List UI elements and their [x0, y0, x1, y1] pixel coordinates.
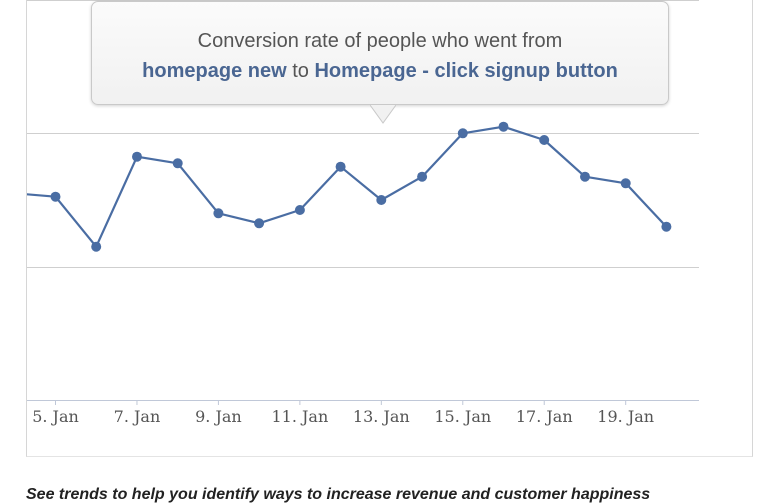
data-point-14 — [580, 171, 590, 182]
data-point-11 — [457, 128, 468, 139]
data-point-4 — [172, 158, 183, 169]
tooltip-pointer-icon — [370, 105, 396, 124]
conversion-line-chart: 5. Jan 7. Jan 9. Jan 11. Jan 13. Jan 15. Jan 1… — [27, 0, 699, 426]
tooltip-line-2: homepage new to Homepage - click signup … — [92, 56, 668, 86]
data-point-3 — [132, 151, 142, 162]
x-tick-label-7: 19. Jan — [597, 407, 654, 426]
data-point-1 — [50, 191, 61, 202]
tooltip-connector: to — [292, 60, 309, 82]
x-tick-label-0: 5. Jan — [32, 407, 79, 426]
tooltip-to-step[interactable]: Homepage - click signup button — [314, 60, 618, 82]
x-tick-label-4: 13. Jan — [353, 407, 410, 426]
data-point-15 — [620, 178, 631, 189]
data-point-5 — [213, 208, 224, 219]
data-point-8 — [335, 161, 346, 172]
data-point-16 — [661, 221, 672, 232]
series-line-0 — [27, 125, 668, 248]
x-tick-label-6: 17. Jan — [516, 407, 573, 426]
data-point-2 — [91, 241, 102, 252]
conversion-tooltip: Conversion rate of people who went from … — [91, 1, 669, 105]
x-tick-label-3: 11. Jan — [271, 407, 328, 426]
x-tick-label-2: 9. Jan — [195, 407, 242, 426]
data-point-7 — [294, 205, 305, 215]
x-tick-label-5: 15. Jan — [434, 407, 491, 426]
data-point-9 — [376, 195, 387, 205]
x-tick-label-1: 7. Jan — [114, 407, 161, 426]
data-point-13 — [539, 135, 550, 145]
data-point-6 — [254, 218, 265, 229]
data-point-10 — [417, 171, 428, 182]
tooltip-line-1: Conversion rate of people who went from — [197, 30, 563, 52]
tooltip-from-step[interactable]: homepage new — [142, 60, 287, 82]
page-caption: See trends to help you identify ways to … — [26, 486, 651, 503]
data-point-12 — [498, 121, 509, 132]
